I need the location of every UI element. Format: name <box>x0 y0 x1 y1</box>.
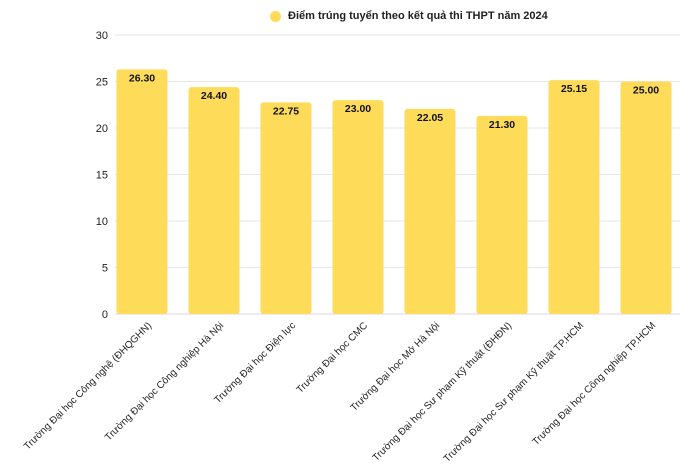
chart-legend: Điểm trúng tuyển theo kết quả thi THPT n… <box>270 7 548 25</box>
bar <box>332 100 384 314</box>
bar <box>116 69 168 314</box>
legend-label: Điểm trúng tuyển theo kết quả thi THPT n… <box>288 10 548 22</box>
x-tick-label: Trường Đại học Điện lực <box>212 320 298 406</box>
x-tick-label: Trường Đại học Công nghiệp TP.HCM <box>531 320 658 447</box>
y-tick-label: 25 <box>96 77 108 89</box>
x-tick-label: Trường Đại học CMC <box>295 320 370 395</box>
y-tick-label: 20 <box>96 123 108 135</box>
bar <box>188 87 240 314</box>
legend-swatch <box>270 10 281 22</box>
data-label: 23.00 <box>345 103 371 115</box>
x-tick-label: Trường Đại học Công nghiệp Hà Nội <box>103 320 226 443</box>
y-tick-label: 30 <box>96 30 108 42</box>
data-label: 22.05 <box>417 112 443 124</box>
bar <box>476 115 528 314</box>
data-label: 21.30 <box>489 119 515 131</box>
data-label: 25.15 <box>561 83 587 95</box>
bar <box>404 108 456 314</box>
y-tick-label: 5 <box>102 263 108 275</box>
y-tick-label: 15 <box>96 170 108 182</box>
data-label: 24.40 <box>201 90 227 102</box>
x-tick-label: Trường Đại học Sư phạm Kỹ thuật (ĐHĐN) <box>371 320 514 463</box>
data-label: 22.75 <box>273 105 299 117</box>
bar <box>548 80 600 314</box>
bar <box>620 81 672 314</box>
x-tick-label: Trường Đại học Sư phạm Kỹ thuật TP.HCM <box>442 320 586 464</box>
data-label: 25.00 <box>633 85 659 97</box>
x-tick-label: Trường Đại học Công nghệ (ĐHQGHN) <box>22 320 154 452</box>
y-tick-label: 10 <box>96 216 108 228</box>
data-label: 26.30 <box>129 72 155 84</box>
bar <box>260 102 312 314</box>
y-tick-label: 0 <box>102 309 108 321</box>
